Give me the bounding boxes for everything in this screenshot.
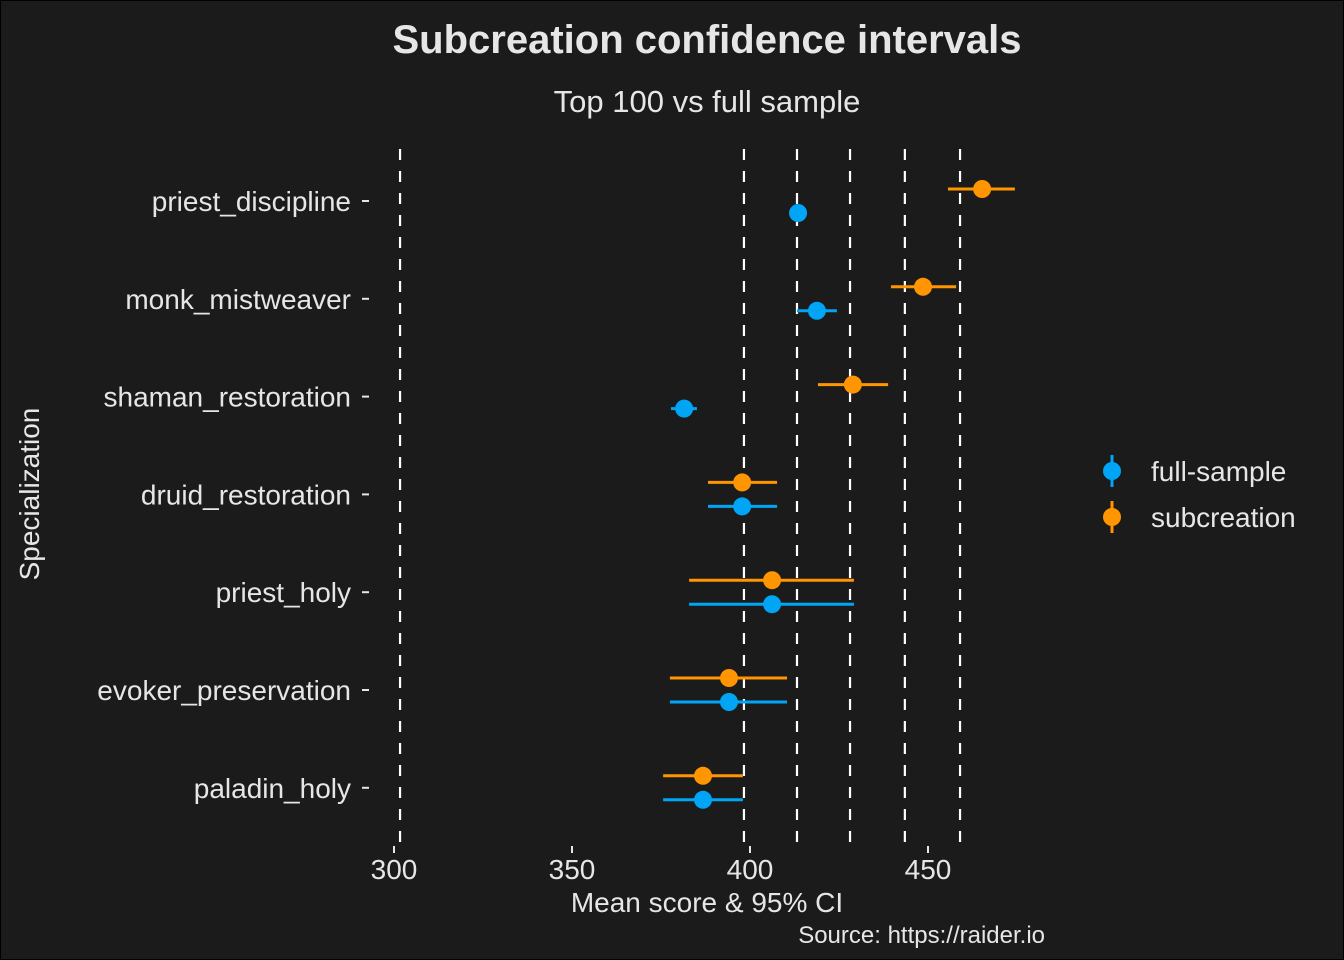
legend-label: full-sample (1151, 456, 1286, 487)
y-axis: priest_discipline monk_mistweaver shaman_r… (97, 186, 369, 804)
x-axis-label: Mean score & 95% CI (571, 887, 843, 918)
point-full-sample (694, 790, 713, 809)
point-subcreation (843, 375, 862, 394)
y-tick-label: monk_mistweaver (125, 284, 351, 315)
point-subcreation (973, 180, 992, 198)
legend-label: subcreation (1151, 502, 1296, 533)
y-tick-label: shaman_restoration (104, 382, 351, 413)
point-subcreation (914, 277, 933, 296)
y-tick-label: evoker_preservation (97, 675, 351, 706)
x-tick-label: 350 (549, 854, 596, 885)
point-full-sample (763, 595, 782, 614)
point-subcreation (719, 669, 738, 687)
y-axis-label: Specialization (14, 408, 45, 581)
chart-title: Subcreation confidence intervals (392, 18, 1021, 62)
x-tick-label: 400 (727, 854, 774, 885)
point-subcreation (733, 473, 752, 492)
y-tick-label: priest_discipline (152, 186, 351, 217)
x-axis: 300 350 400 450 (371, 846, 952, 885)
point-subcreation (763, 571, 782, 590)
x-tick-label: 300 (371, 854, 418, 885)
point-subcreation (694, 766, 713, 785)
legend: full-sample subcreation (1103, 455, 1296, 533)
y-tick-label: druid_restoration (141, 479, 351, 510)
chart-subtitle: Top 100 vs full sample (554, 84, 861, 119)
legend-key-point (1103, 508, 1121, 526)
point-full-sample (719, 693, 738, 711)
point-full-sample (733, 497, 752, 516)
chart-caption: Source: https://raider.io (798, 922, 1045, 949)
point-full-sample (789, 204, 808, 222)
legend-key-point (1103, 462, 1121, 480)
data-marks (663, 180, 1015, 809)
y-tick-label: priest_holy (216, 577, 351, 608)
x-tick-label: 450 (905, 854, 952, 885)
point-full-sample (675, 399, 694, 418)
y-tick-label: paladin_holy (194, 773, 351, 804)
reference-lines (398, 149, 962, 853)
point-full-sample (807, 301, 826, 320)
